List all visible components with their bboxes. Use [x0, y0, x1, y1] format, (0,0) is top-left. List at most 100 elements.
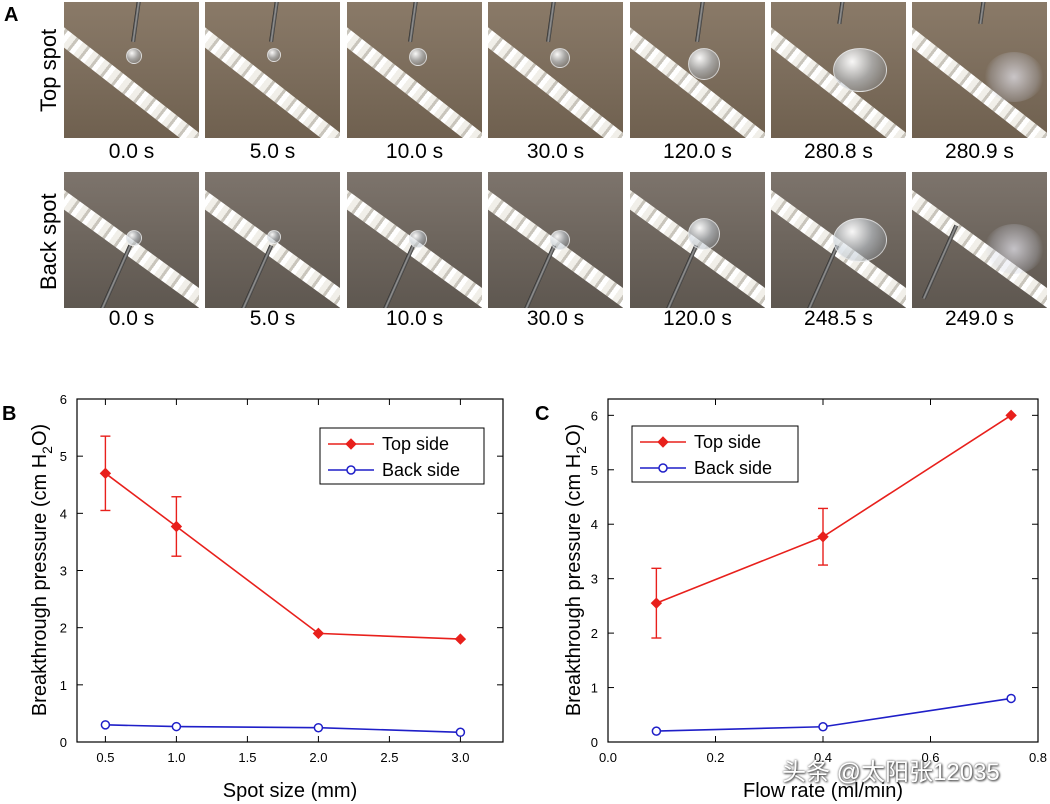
- legend: Top side Back side: [631, 425, 799, 483]
- legend-marker: [346, 465, 356, 475]
- time-label: 0.0 s: [108, 140, 155, 163]
- water-droplet: [550, 48, 570, 68]
- legend-label: Back side: [382, 460, 460, 480]
- photo-back-2: [205, 172, 340, 308]
- y-axis-title: Breakthrough pressure (cm H2O): [29, 424, 55, 716]
- panel-a-letter: A: [4, 4, 19, 26]
- chart-b: B 0.5 1.0 1.5 2.0 2.5 3.0 0 1 2 3 4 5 6 Spot size (mm)…: [2, 392, 504, 802]
- photo-top-7: [912, 2, 1047, 138]
- photo-top-4: [488, 2, 623, 138]
- photo-back-3: [347, 172, 482, 308]
- data-point: [650, 597, 663, 609]
- water-splash: [984, 52, 1044, 102]
- series-line: [656, 697, 1012, 732]
- time-label: 280.9 s: [945, 140, 1014, 163]
- x-tick-label: 0.8: [1029, 750, 1047, 765]
- time-label: 0.0 s: [108, 307, 155, 330]
- y-tick-label: 1: [591, 681, 598, 696]
- x-tick-label: 0.5: [96, 750, 114, 765]
- photo-top-6: [771, 2, 906, 138]
- legend-label: Back side: [694, 458, 772, 478]
- data-point: [170, 520, 183, 533]
- chart-c: C 0.0 0.2 0.4 0.6 0.8 0 1 2 3 4 5 6 Flow rate (ml/min…: [535, 398, 1047, 802]
- data-point: [1006, 693, 1016, 704]
- y-tick-label: 2: [60, 621, 67, 636]
- time-label: 249.0 s: [945, 307, 1014, 330]
- y-tick-label: 0: [591, 735, 598, 750]
- time-label: 120.0 s: [663, 140, 732, 163]
- photo-back-5: [630, 172, 765, 308]
- x-axis-title: Flow rate (ml/min): [743, 780, 903, 802]
- series-line: [104, 472, 461, 640]
- legend-marker: [345, 438, 357, 450]
- time-label: 120.0 s: [663, 307, 732, 330]
- panel-b-letter: B: [2, 403, 16, 425]
- data-point: [1005, 409, 1017, 422]
- y-tick-label: 0: [60, 735, 67, 750]
- time-label: 5.0 s: [249, 307, 296, 330]
- series-back-side: [651, 693, 1016, 736]
- y-tick-label: 4: [591, 517, 598, 532]
- photo-back-7: [912, 172, 1047, 308]
- series-line: [105, 724, 461, 734]
- data-point: [171, 721, 182, 732]
- x-tick-label: 2.5: [380, 750, 398, 765]
- x-tick-label: 2.0: [309, 750, 327, 765]
- y-tick-label: 1: [60, 678, 67, 693]
- water-droplet: [833, 218, 887, 262]
- data-point: [651, 726, 662, 736]
- legend-box: [631, 425, 799, 483]
- water-droplet: [267, 230, 281, 244]
- data-point: [313, 722, 324, 733]
- y-tick-label: 3: [591, 572, 598, 587]
- time-label: 30.0 s: [526, 307, 585, 330]
- data-point: [100, 720, 111, 730]
- time-label: 5.0 s: [249, 140, 296, 163]
- time-label: 280.8 s: [804, 140, 873, 163]
- x-tick-label: 0.4: [814, 750, 832, 765]
- water-droplet: [550, 230, 570, 250]
- legend-label: Top side: [382, 434, 449, 454]
- water-droplet: [126, 48, 142, 64]
- photo-back-1: [64, 172, 199, 308]
- photo-top-2: [205, 2, 340, 138]
- photo-back-4: [488, 172, 623, 308]
- x-tick-label: 0.2: [706, 750, 724, 765]
- legend: Top side Back side: [319, 427, 485, 485]
- data-point: [312, 627, 325, 640]
- water-droplet: [409, 48, 427, 66]
- data-point: [99, 467, 112, 480]
- legend-marker: [658, 463, 668, 473]
- x-axis-title: Spot size (mm): [223, 780, 357, 802]
- photo-top-1: [64, 2, 199, 138]
- y-tick-label: 6: [60, 392, 67, 407]
- series-top-side: [650, 409, 1017, 639]
- photo-top-5: [630, 2, 765, 138]
- water-droplet: [267, 48, 281, 62]
- legend-label: Top side: [694, 432, 761, 452]
- time-label: 10.0 s: [385, 140, 444, 163]
- x-tick-label: 0.0: [599, 750, 617, 765]
- data-point: [817, 531, 829, 543]
- x-tick-label: 1.0: [167, 750, 185, 765]
- data-point: [818, 722, 828, 732]
- y-tick-label: 5: [60, 449, 67, 464]
- x-tick-label: 3.0: [451, 750, 469, 765]
- time-label: 10.0 s: [385, 307, 444, 330]
- x-tick-label: 0.6: [921, 750, 939, 765]
- y-tick-label: 3: [60, 564, 67, 579]
- series-back-side: [100, 720, 466, 738]
- y-tick-label: 2: [591, 626, 598, 641]
- water-splash: [984, 224, 1044, 274]
- y-tick-label: 5: [591, 463, 598, 478]
- time-label: 30.0 s: [526, 140, 585, 163]
- x-tick-label: 1.5: [238, 750, 256, 765]
- time-label: 248.5 s: [804, 307, 873, 330]
- y-axis-title: Breakthrough pressure (cm H2O): [563, 424, 589, 716]
- y-tick-label: 4: [60, 506, 67, 521]
- photo-top-3: [347, 2, 482, 138]
- water-droplet: [833, 48, 887, 92]
- legend-marker: [657, 436, 669, 448]
- legend-box: [319, 427, 485, 485]
